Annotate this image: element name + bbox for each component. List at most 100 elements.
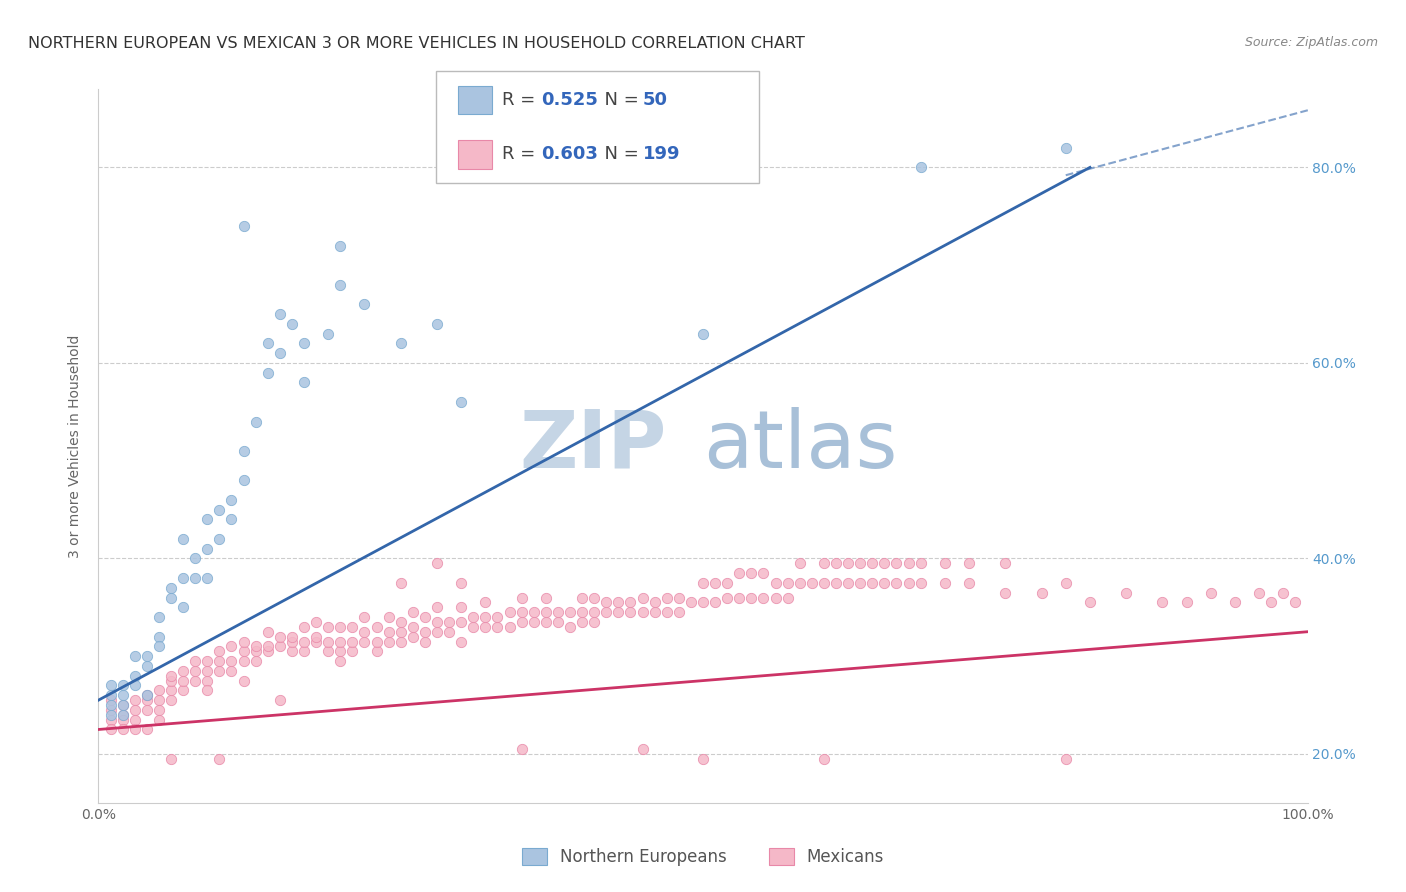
Point: [849, 575, 872, 590]
Point: [111, 713, 134, 727]
Point: [135, 649, 157, 664]
Point: [1031, 585, 1053, 599]
Point: [1054, 141, 1077, 155]
Point: [1152, 595, 1174, 609]
Point: [389, 336, 412, 351]
Point: [534, 605, 557, 619]
Point: [413, 610, 436, 624]
Point: [111, 707, 134, 722]
Point: [1078, 595, 1101, 609]
Point: [172, 673, 194, 688]
Point: [184, 654, 207, 668]
Point: [474, 620, 496, 634]
Point: [124, 723, 146, 737]
Point: [232, 443, 254, 458]
Point: [994, 585, 1017, 599]
Point: [160, 591, 183, 605]
Point: [269, 307, 291, 321]
Point: [426, 624, 449, 639]
Point: [377, 624, 399, 639]
Y-axis label: 3 or more Vehicles in Household: 3 or more Vehicles in Household: [69, 334, 83, 558]
Point: [534, 615, 557, 629]
Point: [281, 317, 304, 331]
Point: [256, 624, 278, 639]
Point: [124, 703, 146, 717]
Point: [208, 664, 231, 678]
Point: [100, 723, 122, 737]
Point: [607, 595, 630, 609]
Point: [426, 557, 449, 571]
Point: [221, 492, 243, 507]
Point: [292, 620, 315, 634]
Text: 50: 50: [643, 91, 668, 109]
Point: [631, 591, 654, 605]
Point: [583, 615, 606, 629]
Point: [655, 591, 678, 605]
Point: [329, 634, 352, 648]
Point: [124, 649, 146, 664]
Point: [135, 693, 157, 707]
Point: [256, 366, 278, 380]
Point: [692, 575, 714, 590]
Point: [860, 575, 883, 590]
Point: [160, 693, 183, 707]
Point: [124, 713, 146, 727]
Point: [523, 615, 546, 629]
Point: [498, 620, 520, 634]
Point: [510, 742, 533, 756]
Point: [897, 557, 920, 571]
Point: [232, 634, 254, 648]
Point: [450, 575, 472, 590]
Point: [135, 688, 157, 702]
Point: [195, 654, 218, 668]
Point: [232, 219, 254, 233]
Point: [558, 605, 581, 619]
Point: [583, 605, 606, 619]
Point: [426, 317, 449, 331]
Point: [631, 742, 654, 756]
Point: [644, 595, 666, 609]
Point: [740, 591, 762, 605]
Point: [389, 575, 412, 590]
Point: [148, 610, 170, 624]
Point: [160, 673, 183, 688]
Point: [160, 581, 183, 595]
Point: [172, 683, 194, 698]
Text: N =: N =: [593, 145, 645, 163]
Point: [716, 575, 738, 590]
Point: [160, 669, 183, 683]
Point: [353, 624, 375, 639]
Point: [752, 591, 775, 605]
Point: [910, 575, 932, 590]
Point: [450, 615, 472, 629]
Point: [135, 688, 157, 702]
Point: [195, 571, 218, 585]
Point: [232, 644, 254, 658]
Point: [849, 557, 872, 571]
Point: [124, 678, 146, 692]
Point: [208, 644, 231, 658]
Point: [692, 752, 714, 766]
Point: [1115, 585, 1137, 599]
Point: [281, 634, 304, 648]
Point: [281, 644, 304, 658]
Point: [426, 615, 449, 629]
Point: [474, 610, 496, 624]
Point: [292, 376, 315, 390]
Text: 199: 199: [643, 145, 681, 163]
Point: [377, 634, 399, 648]
Point: [208, 532, 231, 546]
Point: [111, 698, 134, 712]
Point: [402, 630, 425, 644]
Point: [1199, 585, 1222, 599]
Point: [111, 678, 134, 692]
Point: [765, 591, 787, 605]
Point: [184, 673, 207, 688]
Point: [232, 654, 254, 668]
Point: [752, 566, 775, 580]
Point: [413, 634, 436, 648]
Point: [329, 277, 352, 292]
Point: [765, 575, 787, 590]
Point: [195, 683, 218, 698]
Point: [100, 688, 122, 702]
